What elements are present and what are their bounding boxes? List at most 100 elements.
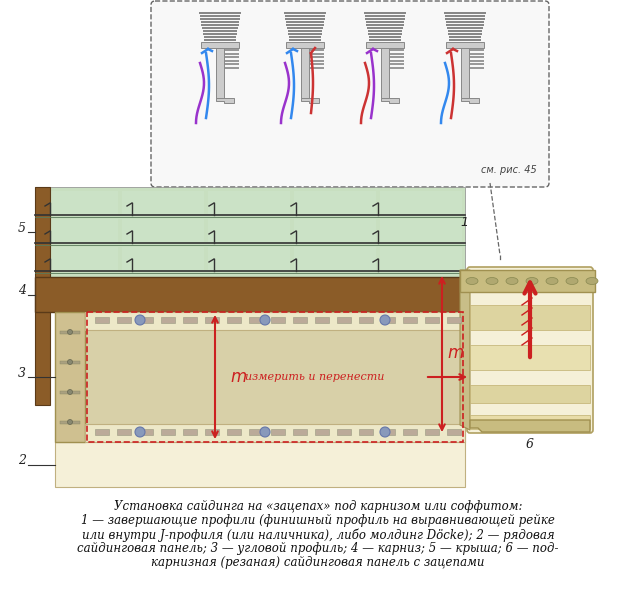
- Bar: [446, 21, 484, 23]
- Bar: [199, 12, 241, 14]
- Text: сайдинговая панель; 3 — угловой профиль; 4 — карниз; 5 — крыша; 6 — под-: сайдинговая панель; 3 — угловой профиль;…: [77, 542, 559, 555]
- FancyBboxPatch shape: [151, 1, 549, 187]
- Bar: [271, 317, 285, 323]
- Bar: [201, 21, 240, 23]
- Bar: [337, 317, 351, 323]
- Bar: [60, 361, 80, 364]
- Text: 1: 1: [460, 216, 468, 229]
- Bar: [271, 429, 285, 435]
- Bar: [447, 24, 483, 26]
- Bar: [227, 429, 241, 435]
- Text: Установка сайдинга на «зацепах» под карнизом или соффитом:: Установка сайдинга на «зацепах» под карн…: [114, 500, 522, 513]
- Bar: [470, 305, 590, 330]
- Bar: [469, 67, 484, 69]
- Bar: [380, 191, 462, 214]
- Polygon shape: [301, 98, 319, 103]
- Bar: [364, 15, 405, 17]
- Bar: [366, 24, 404, 26]
- Circle shape: [68, 420, 73, 424]
- Bar: [445, 18, 485, 20]
- Ellipse shape: [586, 278, 598, 284]
- Bar: [389, 56, 404, 58]
- Bar: [366, 42, 404, 48]
- Bar: [448, 33, 482, 35]
- Bar: [470, 385, 590, 403]
- Circle shape: [135, 315, 145, 325]
- Bar: [208, 219, 290, 242]
- Bar: [381, 429, 395, 435]
- Bar: [469, 42, 484, 44]
- Polygon shape: [470, 420, 590, 432]
- Bar: [87, 312, 463, 442]
- Bar: [208, 191, 290, 214]
- Bar: [315, 317, 329, 323]
- Bar: [470, 415, 590, 429]
- Bar: [469, 49, 484, 51]
- Bar: [35, 187, 465, 277]
- Ellipse shape: [546, 278, 558, 284]
- Bar: [389, 63, 404, 65]
- Bar: [288, 33, 322, 35]
- Bar: [287, 27, 323, 29]
- Bar: [309, 60, 324, 61]
- Bar: [403, 429, 417, 435]
- Bar: [294, 219, 376, 242]
- Bar: [309, 49, 324, 51]
- Bar: [287, 30, 322, 32]
- Bar: [205, 317, 219, 323]
- Text: измерить и перенести: измерить и перенести: [245, 372, 384, 382]
- Text: карнизная (резаная) сайдинговая панель с зацепами: карнизная (резаная) сайдинговая панель с…: [151, 556, 485, 569]
- Bar: [204, 36, 236, 38]
- Bar: [224, 60, 239, 61]
- Bar: [389, 67, 404, 69]
- Ellipse shape: [566, 278, 578, 284]
- Bar: [122, 191, 204, 214]
- Bar: [469, 56, 484, 58]
- Bar: [202, 27, 238, 29]
- Text: 3: 3: [18, 367, 26, 380]
- Bar: [389, 53, 404, 54]
- Bar: [460, 270, 595, 292]
- Bar: [161, 429, 175, 435]
- Bar: [444, 12, 486, 14]
- Circle shape: [260, 427, 270, 437]
- Bar: [446, 42, 484, 48]
- Bar: [359, 429, 373, 435]
- Bar: [139, 317, 153, 323]
- Bar: [216, 48, 224, 98]
- Bar: [199, 15, 240, 17]
- Text: 1 — завершающие профили (финишный профиль на выравнивающей рейке: 1 — завершающие профили (финишный профил…: [81, 514, 555, 527]
- Bar: [139, 429, 153, 435]
- Bar: [224, 46, 239, 47]
- Bar: [447, 317, 461, 323]
- Bar: [249, 429, 263, 435]
- Bar: [286, 21, 324, 23]
- Bar: [337, 429, 351, 435]
- Bar: [227, 317, 241, 323]
- Bar: [60, 421, 80, 424]
- Bar: [425, 317, 439, 323]
- Ellipse shape: [526, 278, 538, 284]
- Bar: [285, 18, 325, 20]
- Bar: [208, 247, 290, 270]
- Bar: [369, 39, 401, 41]
- Bar: [95, 429, 109, 435]
- Bar: [203, 33, 237, 35]
- Polygon shape: [461, 98, 479, 103]
- Polygon shape: [381, 98, 399, 103]
- Bar: [117, 317, 131, 323]
- Bar: [449, 39, 480, 41]
- Bar: [85, 312, 465, 330]
- Circle shape: [380, 427, 390, 437]
- Bar: [369, 36, 401, 38]
- Bar: [309, 67, 324, 69]
- Bar: [286, 42, 324, 48]
- Bar: [301, 48, 309, 98]
- Bar: [224, 42, 239, 44]
- Bar: [36, 247, 118, 270]
- Bar: [35, 187, 50, 405]
- Circle shape: [260, 315, 270, 325]
- Bar: [95, 317, 109, 323]
- Bar: [293, 429, 307, 435]
- Bar: [200, 18, 240, 20]
